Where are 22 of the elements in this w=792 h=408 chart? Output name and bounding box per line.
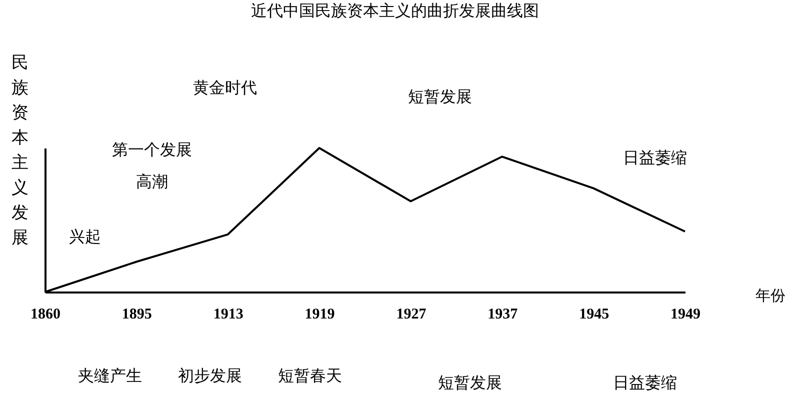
x-tick-label: 1927 — [396, 306, 427, 322]
x-tick-label: 1913 — [213, 306, 244, 322]
text: 短暂发展 — [408, 87, 472, 106]
text: 短暂春天 — [278, 366, 342, 385]
annotation: 日益萎缩 — [623, 148, 687, 167]
text: 黄金时代 — [193, 78, 257, 97]
x-tick-label: 1860 — [30, 306, 60, 322]
x-axis-title: 年份 — [756, 286, 786, 304]
annotation: 高潮 — [136, 172, 168, 191]
text: 短暂发展 — [438, 373, 502, 392]
x-tick-label: 1949 — [670, 306, 700, 322]
x-tick-label: 1895 — [122, 306, 152, 322]
annotation: 兴起 — [69, 227, 101, 246]
text: 初步发展 — [178, 366, 242, 385]
x-tick-label: 1937 — [488, 306, 518, 322]
x-tick-label: 1945 — [579, 306, 610, 322]
chart-title: 近代中国民族资本主义的曲折发展曲线图 — [251, 1, 539, 20]
y-axis-title: 民族资本主义发展 — [12, 53, 28, 248]
text: 日益萎缩 — [613, 373, 677, 392]
text: 夹缝产生 — [78, 366, 142, 385]
annotation: 第一个发展 — [112, 140, 192, 159]
x-tick-label: 1919 — [304, 306, 335, 322]
